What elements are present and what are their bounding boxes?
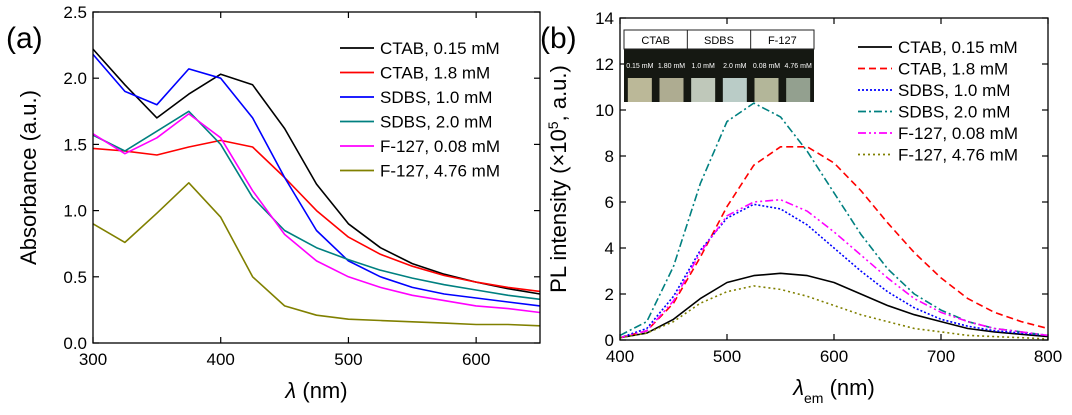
legend-label: F-127, 4.76 mM bbox=[380, 162, 500, 181]
label-part: (nm) bbox=[296, 378, 347, 403]
inset-label: 1.0 mM bbox=[691, 63, 715, 70]
data-line bbox=[92, 182, 541, 327]
inset-label: 0.08 mM bbox=[753, 63, 780, 70]
y-tick-label: 10 bbox=[595, 101, 614, 120]
inset-label: 0.15 mM bbox=[626, 63, 653, 70]
x-tick-label: 800 bbox=[1034, 347, 1062, 366]
inset-vial bbox=[659, 78, 684, 102]
inset-label: 4.76 mM bbox=[785, 63, 812, 70]
label-part: λ bbox=[792, 375, 804, 400]
y-tick-label: 2.5 bbox=[63, 3, 87, 22]
label-part: 5 bbox=[545, 121, 561, 129]
y-tick-label: 0 bbox=[605, 331, 614, 350]
inset-group: F-127 bbox=[768, 35, 797, 47]
legend-label: F-127, 0.08 mM bbox=[898, 124, 1018, 143]
legend-label: CTAB, 1.8 mM bbox=[898, 60, 1008, 79]
legend-label: CTAB, 1.8 mM bbox=[380, 64, 490, 83]
label-part: , a.u.) bbox=[546, 65, 571, 121]
inset-vial bbox=[691, 78, 716, 102]
x-tick-label: 700 bbox=[927, 347, 955, 366]
plot-frame bbox=[92, 11, 541, 344]
label-part: Absorbance (a.u.) bbox=[16, 90, 41, 265]
axis-label: λ (nm) bbox=[284, 378, 347, 403]
data-line bbox=[92, 113, 541, 314]
y-tick-label: 1.5 bbox=[63, 135, 87, 154]
y-tick-label: 0.5 bbox=[63, 268, 87, 287]
data-line bbox=[92, 110, 541, 301]
y-tick-label: 1.0 bbox=[63, 202, 87, 221]
inset-group: CTAB bbox=[641, 35, 670, 47]
axis-label: PL intensity (×105, a.u.) bbox=[545, 65, 571, 293]
legend-label: SDBS, 2.0 mM bbox=[380, 113, 492, 132]
x-tick-label: 600 bbox=[820, 347, 848, 366]
y-tick-label: 6 bbox=[605, 193, 614, 212]
legend-label: SDBS, 1.0 mM bbox=[898, 81, 1010, 100]
data-line bbox=[92, 139, 541, 293]
y-tick-label: 0.0 bbox=[63, 334, 87, 353]
plot-frame bbox=[619, 17, 1049, 341]
axis-label: Absorbance (a.u.) bbox=[16, 90, 41, 265]
inset-group: SDBS bbox=[704, 35, 734, 47]
axis-label: λem (nm) bbox=[792, 375, 875, 406]
inset-vial bbox=[754, 78, 779, 102]
legend-label: CTAB, 0.15 mM bbox=[898, 38, 1018, 57]
legend-label: CTAB, 0.15 mM bbox=[380, 39, 500, 58]
y-tick-label: 2.0 bbox=[63, 69, 87, 88]
legend-label: SDBS, 2.0 mM bbox=[898, 103, 1010, 122]
legend-label: F-127, 4.76 mM bbox=[898, 146, 1018, 165]
y-tick-label: 12 bbox=[595, 55, 614, 74]
y-tick-label: 14 bbox=[595, 9, 614, 28]
data-line bbox=[92, 53, 541, 307]
x-tick-label: 300 bbox=[79, 350, 107, 369]
panel-label: (a) bbox=[6, 22, 43, 55]
data-line bbox=[619, 102, 1049, 337]
label-part: em bbox=[804, 390, 823, 406]
x-tick-label: 500 bbox=[334, 350, 362, 369]
inset-vial bbox=[786, 78, 811, 102]
legend-label: F-127, 0.08 mM bbox=[380, 137, 500, 156]
inset-label: 2.0 mM bbox=[723, 63, 747, 70]
label-part: λ bbox=[284, 378, 296, 403]
inset-vial bbox=[627, 78, 652, 102]
x-tick-label: 600 bbox=[462, 350, 490, 369]
y-tick-label: 8 bbox=[605, 147, 614, 166]
inset-vial bbox=[722, 78, 747, 102]
x-tick-label: 400 bbox=[606, 347, 634, 366]
x-tick-label: 400 bbox=[207, 350, 235, 369]
data-line bbox=[619, 146, 1049, 339]
label-part: (nm) bbox=[823, 375, 874, 400]
data-line bbox=[619, 198, 1049, 339]
y-tick-label: 2 bbox=[605, 285, 614, 304]
y-tick-label: 4 bbox=[605, 239, 614, 258]
data-line bbox=[619, 203, 1049, 339]
x-tick-label: 500 bbox=[713, 347, 741, 366]
inset-label: 1.80 mM bbox=[658, 63, 685, 70]
legend-label: SDBS, 1.0 mM bbox=[380, 88, 492, 107]
data-line bbox=[619, 272, 1049, 339]
label-part: PL intensity (×10 bbox=[546, 129, 571, 293]
panel-label: (b) bbox=[540, 22, 577, 55]
